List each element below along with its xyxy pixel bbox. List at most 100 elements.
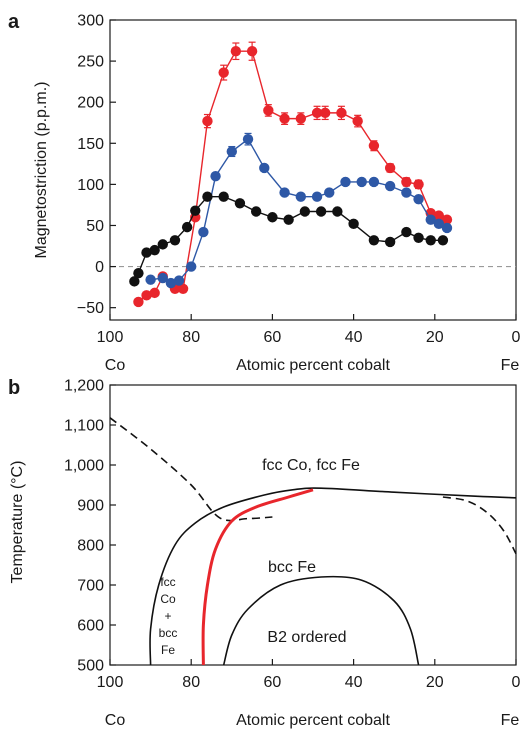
data-point [441,214,453,225]
data-point [157,239,168,250]
data-point [425,214,436,225]
two-phase-line-3: + [164,609,171,623]
data-point [186,261,197,272]
panel-b-co-label: Co [105,712,126,729]
data-point [218,67,229,78]
panel-b-x-tick-label: 80 [182,674,200,691]
data-point [129,276,140,287]
panel-b-x-axis-label: Atomic percent cobalt [236,712,390,729]
data-point [332,206,343,217]
panel-a-x-axis-label: Atomic percent cobalt [236,357,390,374]
data-point [437,235,449,246]
panel-a-y-tick-label: −50 [77,300,104,317]
boundary-fcc-dashed-left [109,417,273,522]
series-line [133,196,443,282]
data-point [198,226,209,238]
boundary-fcc-bcc-solvus [149,487,517,666]
data-point [210,170,221,182]
panel-a-y-tick-label: 0 [95,259,104,276]
data-point [157,272,168,284]
data-point [165,277,177,289]
panel-a-y-tick-label: 150 [77,136,104,153]
data-point [401,226,412,238]
data-point [234,198,246,209]
panel-b-y-tick-label: 900 [77,498,104,515]
region-fcc-label: fcc Co, fcc Fe [262,457,360,474]
panel-b-fe-label: Fe [501,712,520,729]
data-point [433,218,445,230]
data-point [413,193,424,205]
data-point [311,107,323,119]
boundary-fcc-dashed-right [442,496,517,555]
panel-a-y-tick-label: 50 [86,218,104,235]
blue-series [145,132,453,289]
series-line [137,50,448,303]
data-point [401,176,412,188]
boundary-b2-ordering [222,575,420,666]
data-point [441,222,453,234]
data-point [368,176,380,188]
data-point [259,162,270,174]
panel-b-y-axis-label: Temperature (°C) [9,461,26,584]
data-point [181,221,193,233]
panel-a-label: a [8,11,20,33]
data-point [169,235,181,246]
panel-a-y-axis-label: Magnetostriction (p.p.m.) [33,82,50,259]
data-point [226,146,237,157]
panel-a-x-tick-label: 40 [345,329,363,346]
panel-a-fe-label: Fe [501,357,520,374]
data-point [336,107,347,119]
data-point [190,205,201,216]
data-point [267,212,278,223]
data-point [141,247,152,258]
panel-b-x-tick-label: 100 [97,674,124,691]
panel-a-x-tick-label: 80 [182,329,200,346]
panel-b-y-tick-label: 1,200 [64,378,104,395]
panel-b-x-tick-label: 20 [426,674,444,691]
panel-b-x-tick-label: 40 [345,674,363,691]
panel-b-plot-frame [109,384,517,666]
red-series [133,41,453,308]
panel-b-y-tick-label: 700 [77,578,104,595]
data-point [356,176,367,188]
data-point [384,236,396,248]
panel-b-label: b [8,377,20,399]
panel-a-y-tick-label: 300 [77,13,104,30]
data-point [413,232,424,244]
data-point [149,244,160,256]
panel-b-y-tick-label: 500 [77,658,104,675]
region-b2-label: B2 ordered [267,629,346,646]
two-phase-line-5: Fe [161,643,175,657]
panel-a-x-tick-label: 60 [264,329,282,346]
panel-b-y-tick-label: 1,100 [64,418,104,435]
data-point [352,115,363,127]
data-point [250,206,262,217]
region-two-phase-label: fcc Co + bcc Fe [159,575,178,657]
data-point [145,274,156,285]
panel-b-y-tick-label: 600 [77,618,104,635]
panel-a-x-tick-label: 20 [426,329,444,346]
data-point [384,162,396,174]
panel-a-x-tick-label: 100 [97,329,124,346]
panel-a-y-tick-label: 200 [77,95,104,112]
data-point [368,140,380,151]
two-phase-line-4: bcc [159,626,178,640]
data-point [149,287,160,299]
panel-b-y-tick-label: 800 [77,538,104,555]
panel-a-x-tick-label: 0 [512,329,521,346]
data-point [242,133,254,145]
data-point [319,107,331,119]
data-point [279,113,290,124]
panel-a-y-ticks: −50 0 50 100 150 200 250 300 [77,13,116,317]
data-point [141,290,152,301]
data-point [315,206,327,217]
data-point [401,187,412,198]
black-series [129,191,449,287]
panel-b-x-tick-label: 0 [512,674,521,691]
data-point [177,283,189,294]
data-point [413,179,424,190]
data-point [425,235,436,246]
data-point [133,296,144,308]
